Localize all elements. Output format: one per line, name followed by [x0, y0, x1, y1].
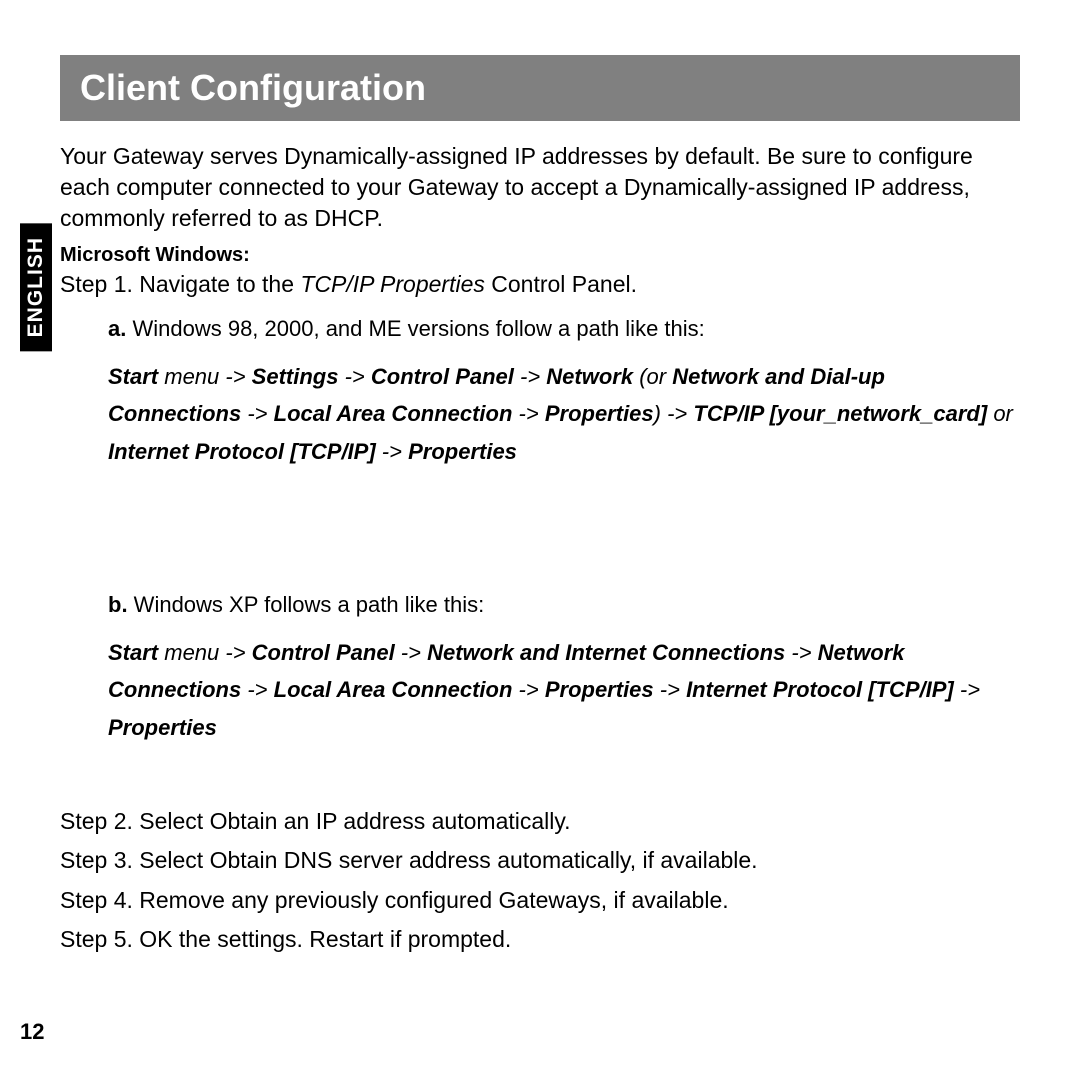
- spacer: [60, 480, 1020, 590]
- windows-heading: Microsoft Windows:: [60, 244, 1020, 267]
- step-5: Step 5. OK the settings. Restart if prom…: [60, 923, 1020, 956]
- page-title: Client Configuration: [60, 55, 1020, 121]
- path-a: Start menu -> Settings -> Control Panel …: [108, 358, 1020, 470]
- spacer: [60, 756, 1020, 801]
- substep-b-text: Windows XP follows a path like this:: [128, 592, 485, 617]
- document-page: Client Configuration ENGLISH Your Gatewa…: [0, 0, 1080, 1080]
- step-2: Step 2. Select Obtain an IP address auto…: [60, 805, 1020, 838]
- step1-suffix: Control Panel.: [485, 271, 637, 297]
- step-3: Step 3. Select Obtain DNS server address…: [60, 844, 1020, 877]
- substep-b-label: b.: [108, 592, 128, 617]
- step-4: Step 4. Remove any previously configured…: [60, 884, 1020, 917]
- step1-italic: TCP/IP Properties: [300, 271, 484, 297]
- substep-b: b. Windows XP follows a path like this:: [108, 590, 1020, 620]
- substep-a-text: Windows 98, 2000, and ME versions follow…: [126, 316, 704, 341]
- language-tab: ENGLISH: [20, 223, 52, 351]
- page-number: 12: [20, 1019, 44, 1045]
- steps-block: Step 2. Select Obtain an IP address auto…: [60, 805, 1020, 956]
- step-1: Step 1. Navigate to the TCP/IP Propertie…: [60, 269, 1020, 300]
- substep-a-label: a.: [108, 316, 126, 341]
- step1-prefix: Step 1. Navigate to the: [60, 271, 300, 297]
- intro-paragraph: Your Gateway serves Dynamically-assigned…: [60, 141, 1020, 234]
- substep-a: a. Windows 98, 2000, and ME versions fol…: [108, 314, 1020, 344]
- path-b: Start menu -> Control Panel -> Network a…: [108, 634, 1020, 746]
